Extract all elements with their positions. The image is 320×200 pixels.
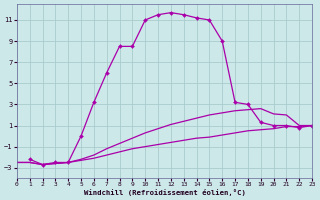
X-axis label: Windchill (Refroidissement éolien,°C): Windchill (Refroidissement éolien,°C) bbox=[84, 189, 245, 196]
